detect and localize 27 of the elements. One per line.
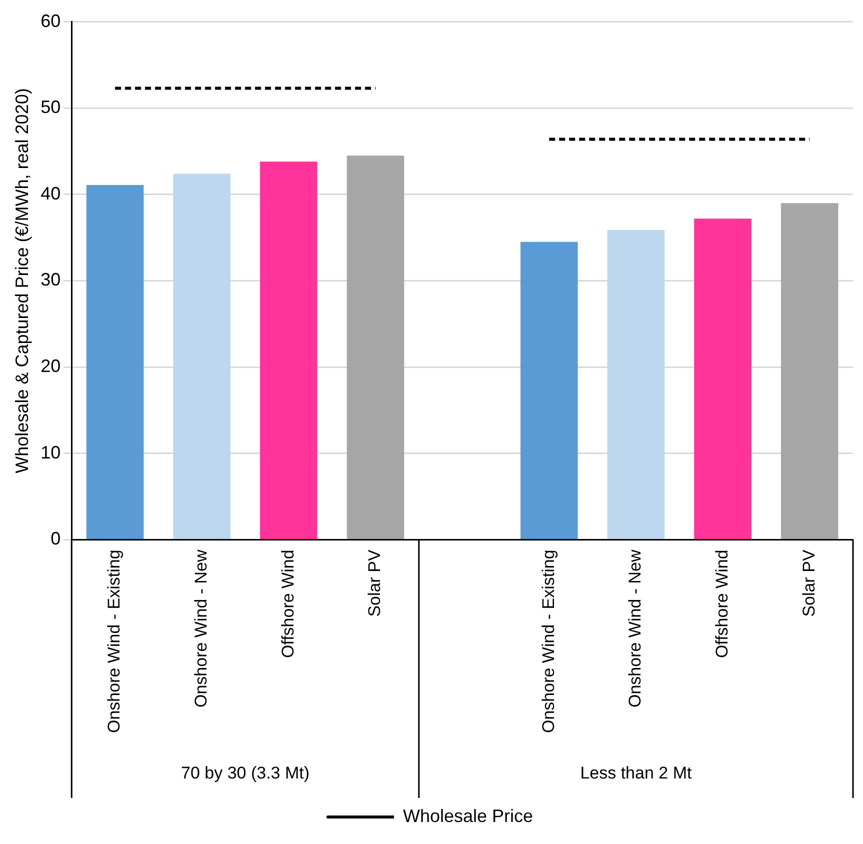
- text: Less than 2 Mt: [580, 764, 692, 783]
- bar: [173, 174, 230, 539]
- y-tick-label: 60: [40, 10, 61, 31]
- x-tick-label: Solar PV: [365, 549, 384, 617]
- bar: [346, 156, 404, 539]
- y-tick-label: 10: [40, 442, 61, 462]
- legend-label: Wholesale Price: [402, 806, 534, 826]
- bar: [607, 230, 665, 539]
- bar: [520, 242, 578, 539]
- bar: [86, 184, 144, 539]
- y-tick-label: 40: [40, 183, 61, 204]
- y-tick-label: 50: [40, 97, 61, 118]
- y-tick-label: 0: [50, 528, 61, 549]
- x-tick-label: Offshore Wind: [278, 550, 298, 658]
- bar: [260, 162, 318, 539]
- x-tick-label: Onshore Wind - Existing: [538, 550, 558, 734]
- x-tick-label: Onshore Wind - New: [192, 548, 211, 708]
- bar: [694, 218, 752, 539]
- x-tick-label: Offshore Wind: [712, 550, 732, 658]
- x-tick-label: Onshore Wind - New: [626, 548, 645, 708]
- text: 70 by 30 (3.3 Mt): [181, 764, 310, 783]
- y-tick-label: 30: [40, 270, 61, 290]
- x-tick-label: Onshore Wind - Existing: [104, 550, 124, 734]
- y-axis-title: Wholesale & Captured Price (€/MWh, real 2020): [12, 88, 32, 474]
- bar: [780, 203, 838, 539]
- x-tick-label: Solar PV: [799, 549, 818, 617]
- y-tick-label: 20: [40, 356, 61, 376]
